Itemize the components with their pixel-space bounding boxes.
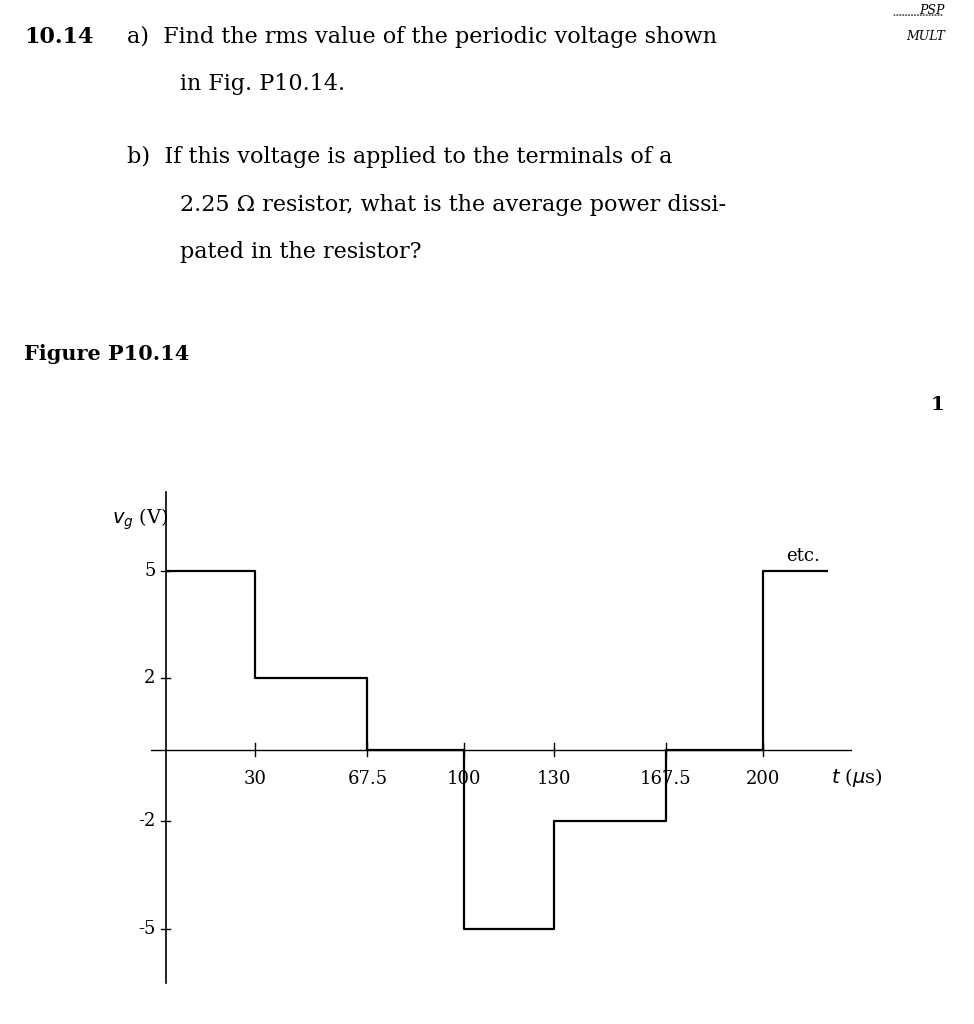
Text: 10.14: 10.14 [24,26,94,48]
Text: 30: 30 [244,769,267,787]
Text: $v_g$ (V): $v_g$ (V) [112,506,169,531]
Text: 67.5: 67.5 [348,769,388,787]
Text: -5: -5 [138,920,156,938]
Text: MULT: MULT [906,30,945,43]
Text: 200: 200 [745,769,780,787]
Text: in Fig. P10.14.: in Fig. P10.14. [180,73,346,95]
Text: 2: 2 [144,670,156,687]
Text: 5: 5 [144,562,156,580]
Text: a)  Find the rms value of the periodic voltage shown: a) Find the rms value of the periodic vo… [127,26,717,48]
Text: 1: 1 [931,395,945,414]
Text: 100: 100 [447,769,481,787]
Text: $t$ ($\mu$s): $t$ ($\mu$s) [832,766,883,788]
Text: etc.: etc. [787,548,820,565]
Text: PSP: PSP [919,4,945,17]
Text: b)  If this voltage is applied to the terminals of a: b) If this voltage is applied to the ter… [127,146,672,168]
Text: -2: -2 [138,812,156,830]
Text: pated in the resistor?: pated in the resistor? [180,241,422,263]
Text: 167.5: 167.5 [640,769,692,787]
Text: 130: 130 [537,769,571,787]
Text: Figure P10.14: Figure P10.14 [24,344,190,365]
Text: 2.25 Ω resistor, what is the average power dissi-: 2.25 Ω resistor, what is the average pow… [180,194,727,215]
